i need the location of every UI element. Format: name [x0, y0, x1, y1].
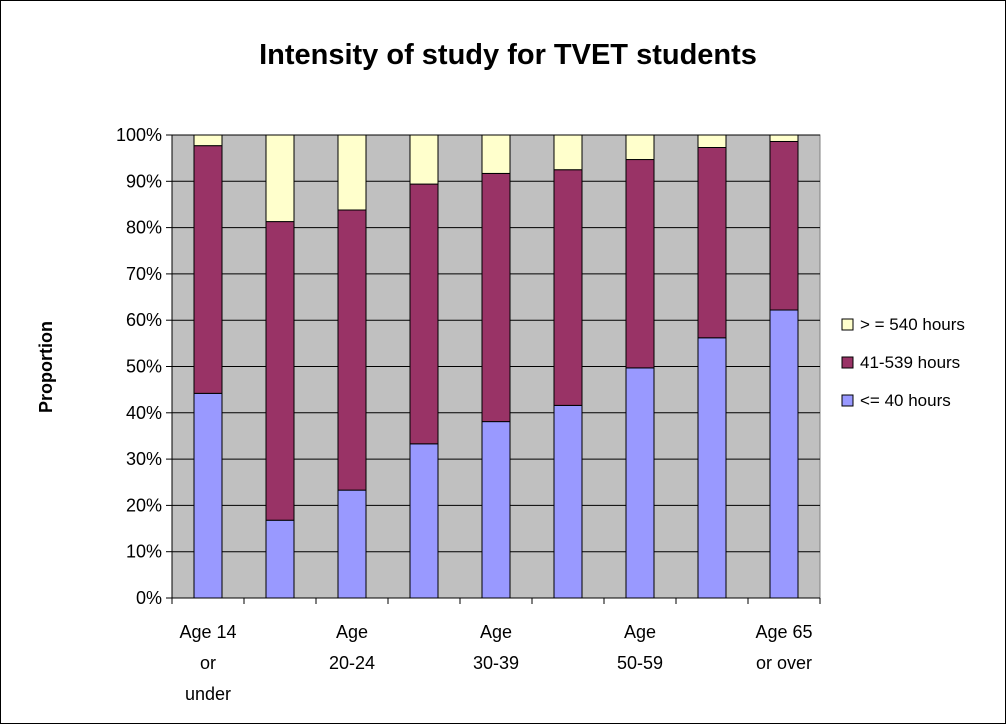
bar-segment	[625, 159, 655, 369]
bar-segment	[265, 221, 295, 521]
y-tick-label: 10%	[126, 542, 162, 562]
y-tick-label: 60%	[126, 310, 162, 330]
bar-segment	[481, 172, 511, 423]
legend-label: <= 40 hours	[860, 391, 951, 410]
x-category-label: under	[185, 684, 231, 704]
y-tick-label: 100%	[116, 125, 162, 145]
y-tick-label: 70%	[126, 264, 162, 284]
y-tick-label: 0%	[136, 588, 162, 608]
bar-segment	[697, 134, 727, 149]
y-tick-label: 20%	[126, 495, 162, 515]
legend-label: 41-539 hours	[860, 353, 960, 372]
bar-segment	[481, 134, 511, 174]
x-category-label: 30-39	[473, 653, 519, 673]
y-axis-label: Proportion	[36, 321, 56, 413]
legend: > = 540 hours 41-539 hours <= 40 hours	[841, 315, 965, 410]
y-tick-labels: 0% 10% 20% 30% 40% 50% 60% 70% 80% 90% 100%	[116, 125, 162, 608]
bar-segment	[337, 489, 367, 599]
bar-segment	[481, 421, 511, 599]
x-category-label: or over	[756, 653, 812, 673]
legend-swatch	[841, 356, 854, 369]
x-category-label: Age	[624, 622, 656, 642]
bar-segment	[193, 392, 223, 599]
bar-segment	[697, 337, 727, 599]
y-tick-label: 80%	[126, 218, 162, 238]
bar-segment	[409, 134, 439, 185]
bar-segment	[193, 145, 223, 394]
y-tick-label: 30%	[126, 449, 162, 469]
x-category-label: Age 14	[179, 622, 236, 642]
x-category-label: Age	[336, 622, 368, 642]
legend-label: > = 540 hours	[860, 315, 965, 334]
axes	[166, 134, 821, 604]
bar-segment	[553, 169, 583, 406]
bar-segment	[697, 147, 727, 339]
bar-segment	[769, 309, 799, 599]
legend-swatch	[841, 394, 854, 407]
x-category-labels: Age 14 or under Age 20-24 Age 30-39 Age 50-59 Age…	[179, 622, 812, 704]
bar-segment	[553, 134, 583, 171]
legend-swatch	[841, 318, 854, 331]
chart-title: Intensity of study for TVET students	[259, 39, 757, 71]
x-category-label: or	[200, 653, 216, 673]
bar-segment	[193, 134, 223, 147]
bar-segment	[265, 134, 295, 223]
bar-segment	[553, 404, 583, 599]
bar-segment	[769, 134, 799, 142]
x-category-label: Age 65	[755, 622, 812, 642]
x-category-label: 20-24	[329, 653, 375, 673]
bar-segment	[337, 209, 367, 491]
bar-segment	[769, 140, 799, 311]
y-tick-label: 90%	[126, 171, 162, 191]
bar-segment	[265, 519, 295, 599]
bar-segment	[625, 367, 655, 599]
bars	[193, 134, 799, 599]
bar-segment	[409, 183, 439, 445]
x-category-label: Age	[480, 622, 512, 642]
x-category-label: 50-59	[617, 653, 663, 673]
bar-segment	[337, 134, 367, 211]
y-tick-label: 50%	[126, 357, 162, 377]
bar-segment	[409, 443, 439, 599]
bar-segment	[625, 134, 655, 161]
y-tick-label: 40%	[126, 403, 162, 423]
